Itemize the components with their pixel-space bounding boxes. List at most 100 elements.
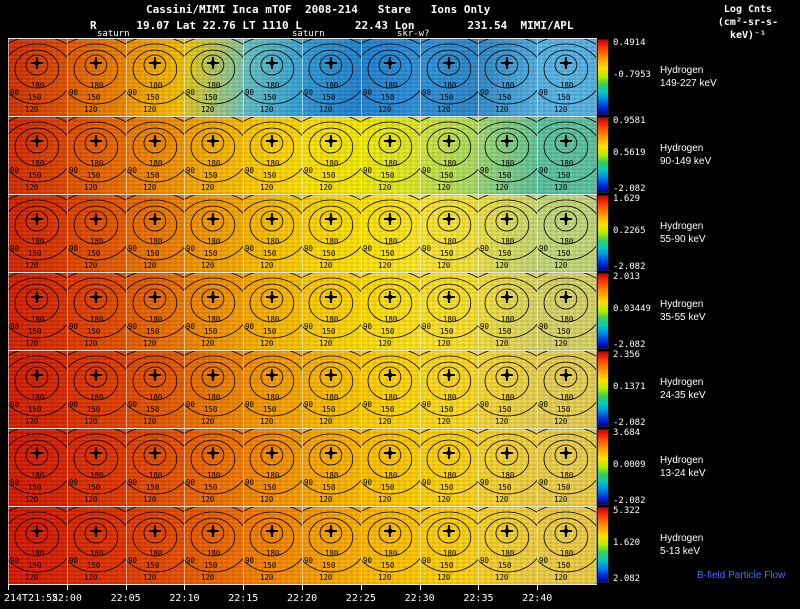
svg-text:120: 120 [143, 495, 157, 504]
svg-text:150: 150 [87, 327, 101, 336]
spectrogram-tile-r1-c2: 180 150 120 90 [66, 38, 126, 116]
svg-text:90: 90 [539, 166, 548, 175]
spectrogram-tile-r3-c3: 180 150 120 90 [125, 194, 185, 272]
svg-text:150: 150 [440, 171, 454, 180]
svg-text:180: 180 [90, 237, 104, 246]
svg-text:90: 90 [186, 244, 195, 253]
svg-text:150: 150 [440, 483, 454, 492]
spectrogram-tile-r7-c3: 180 150 120 90 [125, 506, 185, 584]
svg-text:120: 120 [143, 573, 157, 582]
svg-text:180: 180 [207, 471, 221, 480]
colorbar-value-top: 2.356 [613, 350, 641, 360]
column-separator [596, 38, 597, 584]
svg-text:120: 120 [495, 417, 509, 426]
channel-species: Hydrogen [660, 533, 704, 544]
svg-text:150: 150 [146, 93, 160, 102]
spectrogram-tile-r1-c3: 180 150 120 90 [125, 38, 185, 116]
svg-text:90: 90 [539, 88, 548, 97]
svg-text:180: 180 [501, 549, 515, 558]
svg-text:90: 90 [304, 400, 313, 409]
svg-text:150: 150 [28, 171, 42, 180]
svg-text:180: 180 [149, 393, 163, 402]
svg-text:90: 90 [69, 166, 78, 175]
spectrogram-tile-r4-c3: 180 150 120 90 [125, 272, 185, 350]
svg-text:150: 150 [440, 327, 454, 336]
spectrogram-tile-r5-c10: 180 150 120 90 [537, 350, 596, 428]
column-separator [184, 38, 186, 584]
svg-text:90: 90 [186, 88, 195, 97]
svg-text:180: 180 [384, 471, 398, 480]
colorbar-value-mid: 0.1371 [613, 382, 646, 392]
time-axis-label: 214T21:55 [4, 593, 59, 604]
channel-species: Hydrogen [660, 221, 704, 232]
spectrogram-tile-r2-c5: 180 150 120 90 [243, 116, 302, 194]
colorbar-3 [597, 195, 609, 271]
svg-text:120: 120 [84, 105, 98, 114]
spectrogram-tile-r1-c8: 180 150 120 90 [419, 38, 479, 116]
spectrogram-tile-r6-c5: 180 150 120 90 [243, 428, 302, 506]
svg-text:120: 120 [143, 417, 157, 426]
time-axis-tick [184, 584, 186, 590]
svg-text:90: 90 [128, 322, 137, 331]
svg-text:180: 180 [266, 393, 280, 402]
channel-energy-range: 149-227 keV [660, 78, 717, 89]
svg-text:90: 90 [69, 400, 78, 409]
svg-text:120: 120 [378, 183, 392, 192]
svg-text:150: 150 [381, 93, 395, 102]
spectrogram-tile-r7-c7: 180 150 120 90 [360, 506, 420, 584]
time-axis-tick [360, 584, 362, 590]
svg-text:90: 90 [128, 556, 137, 565]
svg-text:180: 180 [560, 159, 574, 168]
svg-text:150: 150 [263, 561, 277, 570]
spectrogram-tile-r4-c5: 180 150 120 90 [243, 272, 302, 350]
spectrogram-tile-r2-c8: 180 150 120 90 [419, 116, 479, 194]
svg-text:150: 150 [381, 327, 395, 336]
spectrogram-tile-r1-c10: 180 150 120 90 [537, 38, 596, 116]
svg-text:120: 120 [143, 339, 157, 348]
time-axis-tick [302, 584, 303, 590]
svg-text:90: 90 [304, 322, 313, 331]
svg-text:120: 120 [319, 339, 333, 348]
colorbar-value-mid: 0.03449 [613, 304, 651, 314]
svg-text:120: 120 [260, 495, 274, 504]
svg-text:120: 120 [378, 417, 392, 426]
svg-text:150: 150 [263, 405, 277, 414]
colorbar-value-bottom: 2.082 [613, 574, 641, 584]
spectrogram-tile-r2-c9: 180 150 120 90 [478, 116, 538, 194]
svg-text:90: 90 [422, 322, 431, 331]
svg-text:120: 120 [201, 495, 215, 504]
svg-text:150: 150 [322, 93, 336, 102]
spectrogram-tile-r5-c1: 180 150 120 90 [8, 350, 67, 428]
svg-text:150: 150 [498, 561, 512, 570]
svg-text:90: 90 [245, 88, 254, 97]
spectrogram-tile-r6-c6: 180 150 120 90 [302, 428, 361, 506]
svg-text:180: 180 [90, 315, 104, 324]
svg-text:120: 120 [25, 417, 39, 426]
channel-energy-range: 13-24 keV [660, 468, 706, 479]
spectrogram-tile-r3-c8: 180 150 120 90 [419, 194, 479, 272]
channel-label-7: Hydrogen 5-13 keV [660, 532, 703, 558]
svg-text:150: 150 [204, 249, 218, 258]
svg-text:180: 180 [266, 237, 280, 246]
svg-text:90: 90 [69, 556, 78, 565]
svg-text:180: 180 [325, 315, 339, 324]
colorbar-value-bottom: -2.082 [613, 184, 646, 194]
svg-text:90: 90 [422, 166, 431, 175]
channel-label-6: Hydrogen 13-24 keV [660, 454, 706, 480]
svg-text:180: 180 [149, 237, 163, 246]
svg-text:150: 150 [263, 483, 277, 492]
svg-text:120: 120 [319, 261, 333, 270]
colorbar-value-bottom: -2.082 [613, 496, 646, 506]
svg-text:120: 120 [25, 339, 39, 348]
time-axis-label: 22:25 [345, 593, 376, 604]
svg-text:120: 120 [554, 417, 568, 426]
colorbar-value-top: 0.9581 [613, 116, 646, 126]
svg-text:120: 120 [260, 261, 274, 270]
svg-text:90: 90 [186, 322, 195, 331]
svg-text:180: 180 [266, 549, 280, 558]
svg-text:150: 150 [322, 561, 336, 570]
svg-text:120: 120 [378, 261, 392, 270]
svg-text:90: 90 [363, 88, 372, 97]
svg-text:90: 90 [304, 478, 313, 487]
spectrogram-tile-r3-c10: 180 150 120 90 [537, 194, 596, 272]
